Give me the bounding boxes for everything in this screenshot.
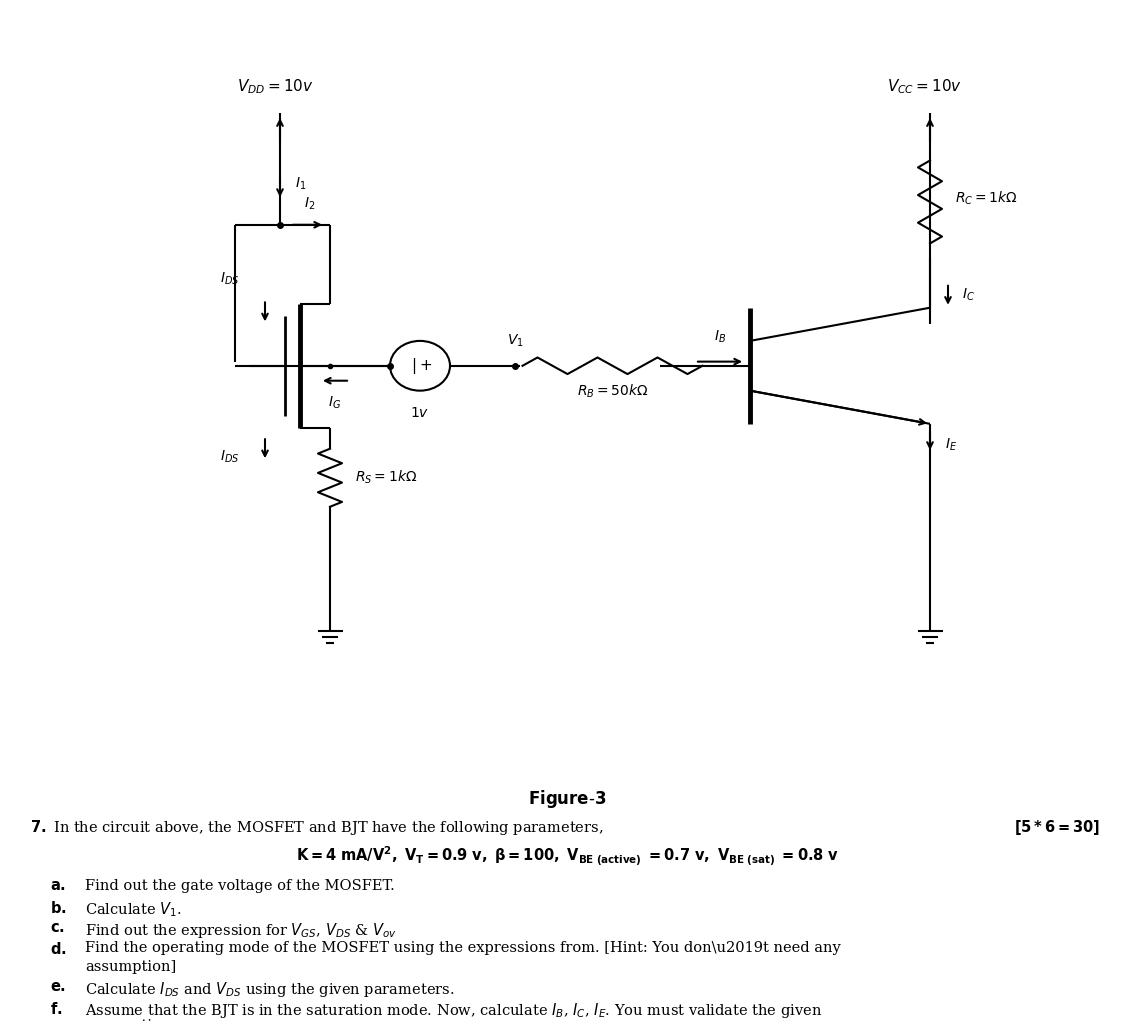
Text: $1v$: $1v$ [411, 405, 430, 420]
Text: $R_S = 1k\Omega$: $R_S = 1k\Omega$ [355, 469, 417, 486]
Text: $I_{DS}$: $I_{DS}$ [220, 449, 239, 466]
Text: $\mathbf{[5*6=30]}$: $\mathbf{[5*6=30]}$ [1014, 818, 1100, 837]
Text: assumption]: assumption] [85, 960, 176, 974]
Text: $I_B$: $I_B$ [714, 329, 726, 345]
Text: $\mathbf{c.}$: $\mathbf{c.}$ [50, 921, 65, 934]
Text: Calculate $I_{DS}$ and $V_{DS}$ using the given parameters.: Calculate $I_{DS}$ and $V_{DS}$ using th… [85, 980, 455, 1000]
Text: $I_{DS}$: $I_{DS}$ [220, 271, 239, 287]
Text: $V_{DD} = 10v$: $V_{DD} = 10v$ [237, 78, 313, 96]
Text: $\mathbf{Figure\text{-}3}$: $\mathbf{Figure\text{-}3}$ [527, 788, 607, 810]
Text: $\mathbf{f.}$: $\mathbf{f.}$ [50, 1002, 62, 1017]
Text: Calculate $V_1$.: Calculate $V_1$. [85, 900, 181, 919]
Text: assumption.: assumption. [85, 1019, 175, 1021]
Text: $\mathbf{b.}$: $\mathbf{b.}$ [50, 900, 67, 916]
Text: Find out the gate voltage of the MOSFET.: Find out the gate voltage of the MOSFET. [85, 879, 395, 893]
Text: $I_C$: $I_C$ [962, 287, 975, 303]
Text: $\mathbf{a.}$: $\mathbf{a.}$ [50, 879, 66, 893]
Text: $\mathbf{K = 4\ mA/V^2,\ V_T = 0.9\ v,\ \beta = 100,\ V_{BE\ (active)}\ = 0.7\ v: $\mathbf{K = 4\ mA/V^2,\ V_T = 0.9\ v,\ … [296, 844, 838, 868]
Text: $I_E$: $I_E$ [945, 436, 957, 452]
Text: $I_G$: $I_G$ [329, 395, 341, 411]
Text: Find out the expression for $V_{GS}$, $V_{DS}$ & $V_{ov}$: Find out the expression for $V_{GS}$, $V… [85, 921, 397, 939]
Text: $V_1$: $V_1$ [507, 333, 524, 349]
Text: $V_{CC} = 10v$: $V_{CC} = 10v$ [888, 78, 963, 96]
Text: $\mathbf{e.}$: $\mathbf{e.}$ [50, 980, 66, 994]
Text: $\mathbf{d.}$: $\mathbf{d.}$ [50, 941, 67, 958]
Text: Find the operating mode of the MOSFET using the expressions from. [Hint: You don: Find the operating mode of the MOSFET us… [85, 941, 840, 956]
Text: $\mathbf{7.}$ In the circuit above, the MOSFET and BJT have the following parame: $\mathbf{7.}$ In the circuit above, the … [29, 818, 603, 837]
Text: $|+$: $|+$ [412, 355, 432, 376]
Text: $I_1$: $I_1$ [295, 176, 306, 192]
Text: $R_C = 1k\Omega$: $R_C = 1k\Omega$ [955, 189, 1018, 206]
Text: $I_2$: $I_2$ [304, 196, 315, 212]
Text: Assume that the BJT is in the saturation mode. Now, calculate $I_B$, $I_C$, $I_E: Assume that the BJT is in the saturation… [85, 1002, 822, 1020]
Text: $R_B = 50k\Omega$: $R_B = 50k\Omega$ [577, 382, 649, 400]
